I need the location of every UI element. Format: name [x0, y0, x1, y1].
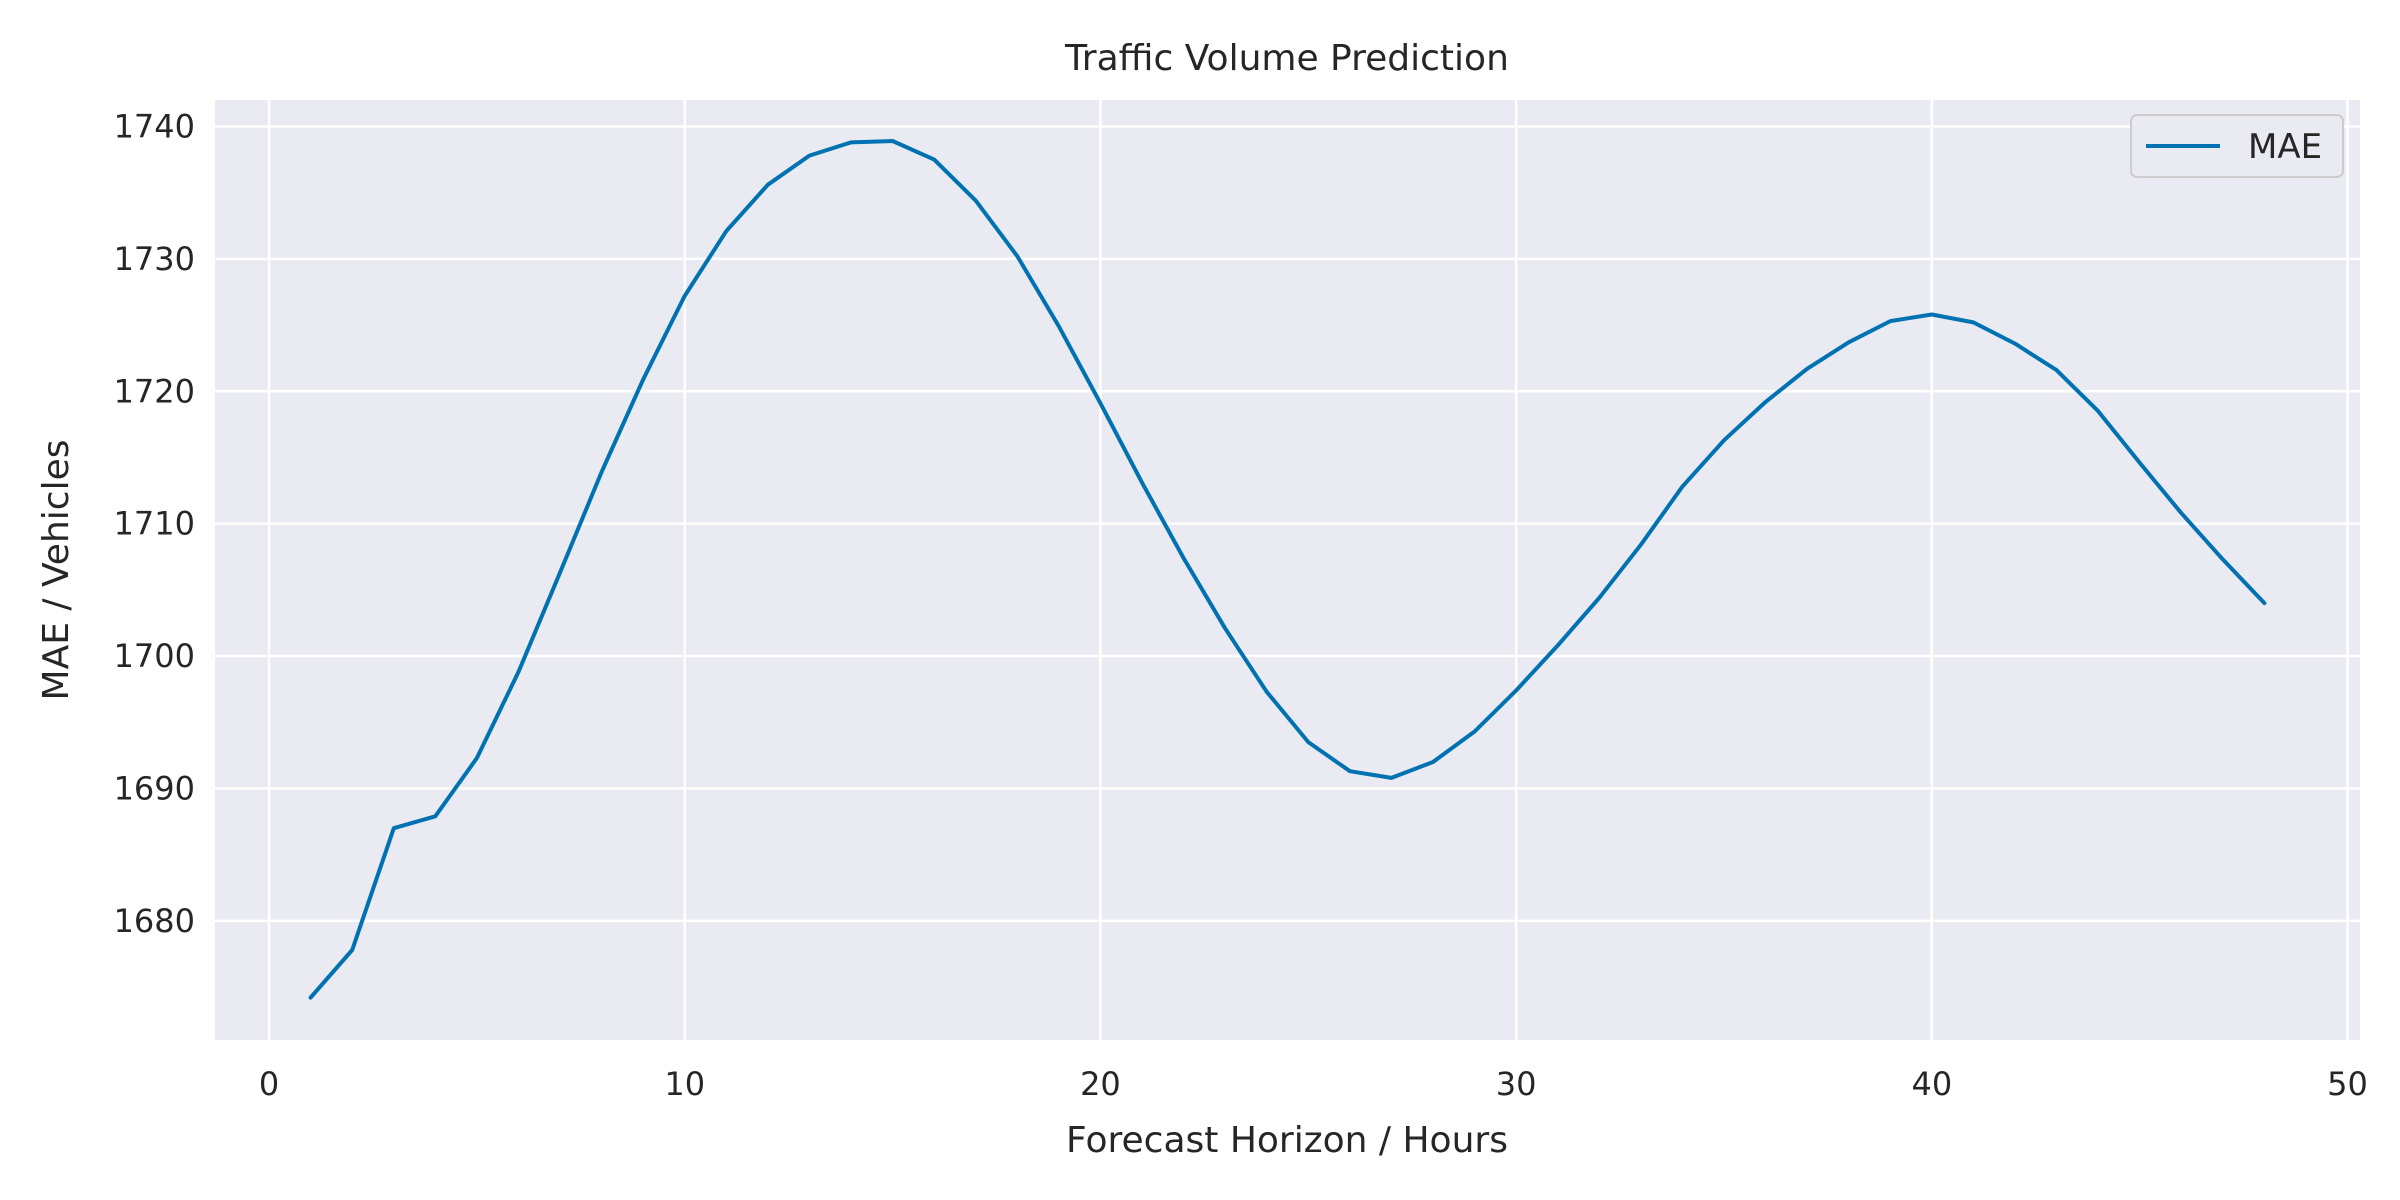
- data-points: [310, 140, 2265, 998]
- y-tick-label: 1730: [114, 240, 195, 278]
- x-tick-label: 50: [2327, 1065, 2368, 1103]
- x-axis-label: Forecast Horizon / Hours: [1066, 1120, 1508, 1161]
- x-tick-label: 30: [1496, 1065, 1537, 1103]
- legend-label-mae: MAE: [2248, 127, 2322, 167]
- x-tick-label: 10: [664, 1065, 705, 1103]
- legend: MAE: [2130, 114, 2344, 178]
- chart-title: Traffic Volume Prediction: [1064, 38, 1509, 79]
- x-tick-label: 40: [1911, 1065, 1952, 1103]
- series-line-mae: [308, 139, 2267, 1000]
- y-tick-label: 1740: [114, 107, 195, 145]
- y-tick-label: 1690: [114, 769, 195, 807]
- x-tick-label: 0: [259, 1065, 279, 1103]
- plot-background: [215, 100, 2360, 1040]
- x-tick-label: 20: [1080, 1065, 1121, 1103]
- y-tick-label: 1680: [114, 902, 195, 940]
- legend-box: [2130, 114, 2344, 178]
- ticks: 0 10 20 30 40 50 1680 1690 1700 1710 1720 1730 1740: [114, 107, 2368, 1103]
- y-tick-label: 1710: [114, 505, 195, 543]
- y-axis-label: MAE / Vehicles: [36, 440, 77, 701]
- y-tick-label: 1700: [114, 637, 195, 675]
- y-tick-label: 1720: [114, 372, 195, 410]
- grid: [215, 100, 2360, 1040]
